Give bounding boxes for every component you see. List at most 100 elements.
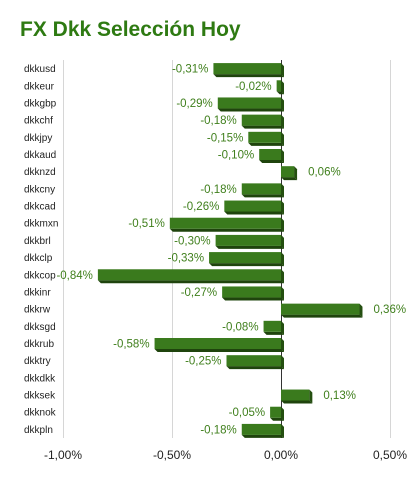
bar	[281, 303, 363, 318]
bar	[270, 406, 284, 421]
bar-bottom	[217, 108, 284, 112]
category-label: dkkusd	[24, 64, 56, 75]
value-label: -0,02%	[235, 81, 271, 93]
x-tick-label: 0,00%	[264, 448, 298, 462]
value-label: -0,33%	[168, 253, 204, 265]
bar	[224, 200, 284, 215]
bar-face	[217, 97, 281, 109]
value-label: -0,18%	[200, 424, 236, 436]
bar-face	[270, 406, 281, 418]
bar	[281, 166, 298, 181]
labels: dkkusd -0,31% dkkeur -0,02% dkkgbp -0,29% dkkc…	[24, 64, 406, 437]
bars	[97, 63, 363, 438]
bar-bottom	[97, 280, 284, 284]
bar-face	[281, 389, 310, 401]
bar-side	[281, 320, 284, 335]
category-label: dkksek	[24, 391, 56, 402]
bar	[213, 63, 284, 78]
value-label: -0,84%	[56, 270, 92, 282]
category-label: dkknzd	[24, 167, 56, 178]
bar-side	[281, 234, 284, 249]
bar-face	[213, 63, 281, 75]
category-label: dkknok	[24, 408, 57, 419]
bar-bottom	[281, 400, 313, 404]
bar-side	[281, 97, 284, 112]
bar-side	[281, 217, 284, 232]
bar-bottom	[276, 91, 284, 95]
bar-bottom	[259, 160, 284, 163]
bar-face	[224, 200, 281, 212]
bar	[97, 269, 284, 284]
bar-face	[248, 131, 281, 143]
bar-bottom	[154, 349, 284, 352]
bar-bottom	[209, 263, 284, 267]
category-label: dkkrw	[24, 305, 51, 316]
value-label: -0,51%	[128, 218, 164, 230]
bar	[154, 338, 284, 352]
bar-side	[281, 355, 284, 370]
category-label: dkktry	[24, 356, 51, 367]
bar-face	[263, 320, 281, 332]
bar	[217, 97, 284, 112]
bar-bottom	[241, 434, 284, 438]
category-label: dkkeur	[24, 81, 55, 92]
bar-face	[241, 423, 281, 435]
bar-side	[281, 269, 284, 284]
bar-side	[281, 114, 284, 129]
bar-side	[281, 183, 284, 198]
bar-bottom	[226, 366, 284, 370]
bar-bottom	[270, 417, 284, 421]
value-label: -0,27%	[181, 287, 217, 299]
value-label: -0,05%	[229, 407, 265, 419]
category-label: dkkclp	[24, 253, 53, 264]
bar	[276, 80, 284, 95]
bar-face	[259, 149, 281, 160]
bar-face	[215, 234, 281, 246]
bar	[169, 217, 284, 232]
bar-bottom	[281, 177, 298, 181]
bar-face	[226, 355, 281, 367]
bar	[241, 114, 284, 129]
value-label: -0,18%	[200, 184, 236, 196]
bar-side	[281, 423, 284, 438]
bar-face	[209, 252, 281, 264]
bar-bottom	[281, 314, 363, 318]
bar-bottom	[222, 297, 284, 301]
category-label: dkkpln	[24, 425, 53, 436]
bar-side	[281, 131, 284, 146]
category-label: dkkinr	[24, 287, 51, 298]
value-label: -0,15%	[207, 132, 243, 144]
bar-face	[281, 166, 295, 178]
bar-face	[97, 269, 281, 281]
value-label: 0,13%	[323, 390, 356, 402]
bar	[241, 423, 284, 438]
category-label: dkkcop	[24, 270, 56, 281]
value-label: -0,58%	[113, 339, 149, 351]
bar-face	[222, 286, 281, 298]
bar	[215, 234, 284, 249]
category-label: dkkaud	[24, 150, 56, 161]
bar-bottom	[263, 331, 284, 335]
x-axis-ticks: -1,00% -0,50% 0,00% 0,50%	[44, 448, 407, 462]
bar-face	[276, 80, 281, 92]
category-label: dkkcad	[24, 202, 56, 213]
bar-side	[281, 80, 284, 95]
x-tick-label: 0,50%	[373, 448, 407, 462]
bar-side	[294, 166, 298, 181]
bar	[222, 286, 284, 301]
bar-face	[241, 114, 281, 126]
category-label: dkkmxn	[24, 219, 58, 230]
chart-title: FX Dkk Selección Hoy	[20, 18, 241, 41]
value-label: -0,18%	[200, 115, 236, 127]
bar-bottom	[215, 245, 284, 249]
bar	[281, 389, 313, 404]
x-tick-label: -1,00%	[44, 448, 82, 462]
bar	[259, 149, 284, 163]
category-label: dkkdkk	[24, 373, 56, 384]
bar	[241, 183, 284, 198]
bar-side	[281, 200, 284, 215]
value-label: -0,30%	[174, 235, 210, 247]
bar-side	[309, 389, 313, 404]
bar	[263, 320, 284, 335]
bar-bottom	[169, 228, 284, 232]
